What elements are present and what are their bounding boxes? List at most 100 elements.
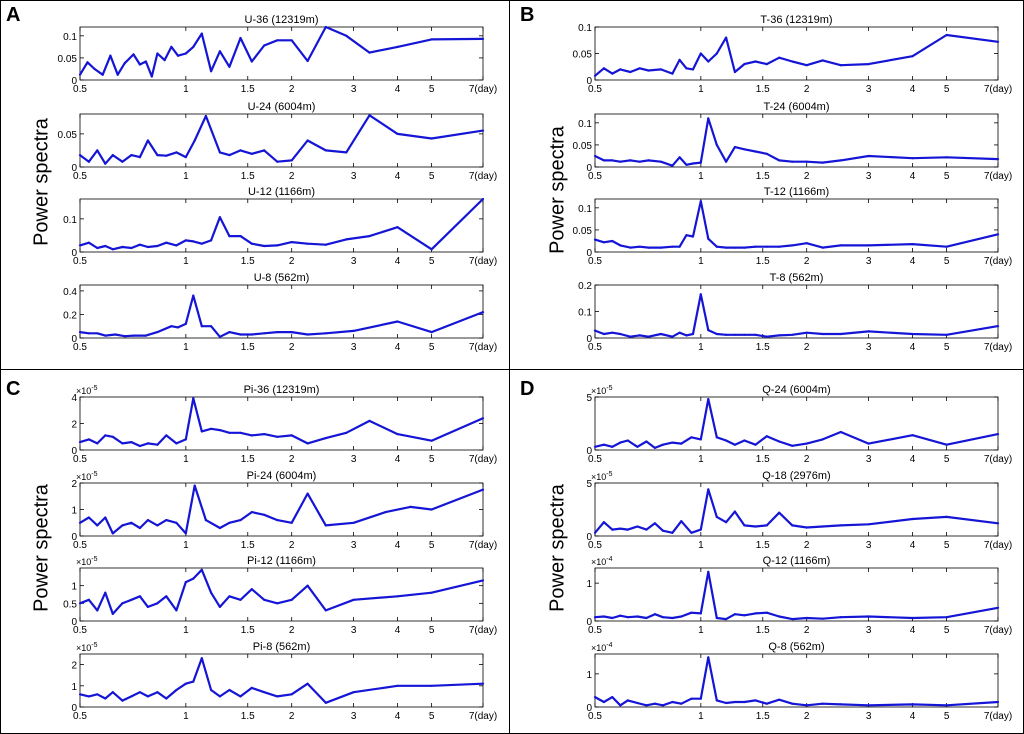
data-point xyxy=(805,242,808,245)
x-tick-label: 1 xyxy=(698,625,704,636)
data-point xyxy=(653,613,657,616)
data-point xyxy=(725,439,728,442)
panel-letter-d: D xyxy=(520,378,535,400)
data-point xyxy=(911,157,914,160)
data-point xyxy=(996,158,1000,161)
data-point xyxy=(754,525,757,528)
data-point xyxy=(821,702,824,705)
data-point xyxy=(138,691,141,694)
data-point xyxy=(839,244,842,247)
subplot-c-4: Pi-8 (562m) 0 1 2 ×10-5 0.5 1 1.5 2 3 4 5 7(day) xyxy=(71,641,497,722)
data-point xyxy=(867,442,870,445)
data-point xyxy=(200,657,203,660)
data-point xyxy=(743,246,746,249)
data-point xyxy=(678,156,681,159)
data-point xyxy=(78,244,82,247)
x-tick-label: 2 xyxy=(804,540,810,551)
data-point xyxy=(290,159,293,162)
data-point xyxy=(778,56,781,59)
subplot-a-3: U-12 (1166m) 0 0.1 0.5 1 1.5 2 3 4 5 7(day) xyxy=(63,186,497,267)
subplot-d-1: Q-24 (6004m)05×10-50.5 1 1.5 2 3 4 5 7(day) xyxy=(586,384,1012,465)
data-point xyxy=(104,162,107,165)
data-point xyxy=(911,332,914,336)
data-point xyxy=(132,334,135,337)
data-point xyxy=(678,58,681,62)
data-point xyxy=(352,521,355,524)
x-tick-label: 1 xyxy=(698,454,704,465)
series-line xyxy=(594,200,999,249)
y-tick-label: 2 xyxy=(71,420,77,431)
data-point xyxy=(725,521,728,524)
data-point xyxy=(396,226,399,229)
data-point xyxy=(352,329,355,332)
data-point xyxy=(210,325,213,328)
data-point xyxy=(111,435,114,438)
data-point xyxy=(593,154,597,158)
data-point xyxy=(87,160,90,163)
data-point xyxy=(805,526,808,529)
data-point xyxy=(138,526,141,530)
x-tick-label: 1 xyxy=(698,171,704,182)
data-point xyxy=(653,522,657,525)
subplot-title: U-8 (562m) xyxy=(254,272,310,284)
data-point xyxy=(96,524,99,527)
data-point xyxy=(130,695,133,698)
data-point xyxy=(290,693,293,696)
data-point xyxy=(324,609,327,612)
data-point xyxy=(176,326,180,329)
x-tick-label: 1 xyxy=(698,342,704,353)
data-point xyxy=(430,137,433,140)
x-tick-label: 3 xyxy=(351,171,357,182)
data-point xyxy=(218,526,221,530)
data-point xyxy=(733,246,737,249)
x-tick-label: 0.5 xyxy=(588,342,602,353)
data-point xyxy=(146,442,149,445)
data-point xyxy=(707,60,710,63)
data-point xyxy=(602,615,606,618)
data-point xyxy=(396,320,399,323)
data-point xyxy=(602,159,606,162)
data-point xyxy=(680,702,683,705)
data-point xyxy=(707,570,710,573)
data-point xyxy=(685,67,688,70)
x-tick-label: 3 xyxy=(351,454,357,465)
x-tick-label: 1 xyxy=(698,711,704,722)
data-point xyxy=(228,65,231,68)
data-point xyxy=(678,245,681,248)
data-point xyxy=(78,154,82,157)
data-point xyxy=(593,531,597,534)
data-point xyxy=(839,616,842,619)
data-point xyxy=(210,70,213,73)
data-point xyxy=(715,332,718,336)
data-point xyxy=(805,616,808,620)
x-tick-label: 1 xyxy=(183,454,189,465)
subplot-b-4: T-8 (562m) 0 0.1 0.2 0.5 1 1.5 2 3 4 5 7(day) xyxy=(578,272,1012,353)
data-point xyxy=(715,515,718,519)
data-point xyxy=(671,616,674,620)
data-point xyxy=(765,435,768,438)
data-point xyxy=(839,159,842,162)
x-tick-label: 1 xyxy=(698,84,704,95)
data-point xyxy=(130,521,133,524)
data-point xyxy=(839,332,842,336)
subplot-title: U-24 (6004m) xyxy=(248,101,316,113)
plot-frame xyxy=(79,26,484,81)
data-point xyxy=(306,242,309,245)
data-point xyxy=(111,154,114,157)
data-point xyxy=(481,311,485,314)
plot-frame xyxy=(594,567,999,622)
subplot-title: U-36 (12319m) xyxy=(245,14,319,26)
data-point xyxy=(96,609,99,612)
data-point xyxy=(867,63,870,66)
plot-frame xyxy=(79,396,484,451)
data-point xyxy=(239,36,242,40)
data-point xyxy=(104,434,107,437)
data-point xyxy=(165,154,168,157)
data-point xyxy=(685,234,688,237)
x-tick-label: 2 xyxy=(804,625,810,636)
data-point xyxy=(733,613,737,616)
x-tick-label: 0.5 xyxy=(73,84,87,95)
x-tick-label: 7(day) xyxy=(469,171,497,182)
